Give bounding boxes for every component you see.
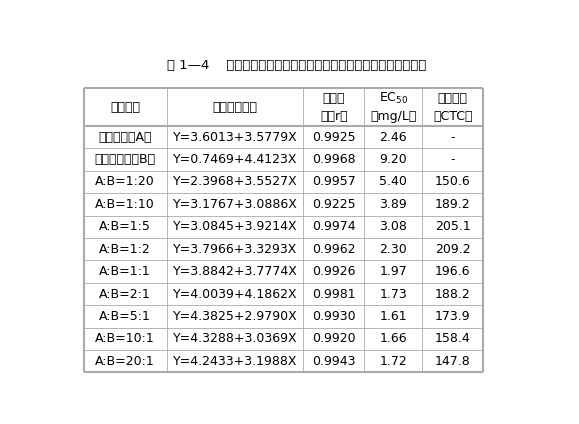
Text: Y=3.0845+3.9214X: Y=3.0845+3.9214X bbox=[173, 220, 298, 233]
Text: 0.9930: 0.9930 bbox=[312, 310, 356, 323]
Text: 0.9225: 0.9225 bbox=[312, 198, 356, 211]
Text: 147.8: 147.8 bbox=[435, 355, 471, 368]
Text: 196.6: 196.6 bbox=[435, 265, 470, 278]
Text: 0.9981: 0.9981 bbox=[312, 287, 356, 301]
Text: 0.9962: 0.9962 bbox=[312, 243, 356, 256]
Text: 1.72: 1.72 bbox=[379, 355, 407, 368]
Text: Y=0.7469+4.4123X: Y=0.7469+4.4123X bbox=[173, 153, 297, 166]
Text: 0.9926: 0.9926 bbox=[312, 265, 356, 278]
Text: 1.66: 1.66 bbox=[379, 332, 407, 346]
Text: A:B=1:5: A:B=1:5 bbox=[99, 220, 151, 233]
Text: 氰烯菌酯（A）: 氰烯菌酯（A） bbox=[98, 131, 152, 144]
Text: -: - bbox=[450, 153, 455, 166]
Text: 3.08: 3.08 bbox=[379, 220, 407, 233]
Text: Y=4.3288+3.0369X: Y=4.3288+3.0369X bbox=[173, 332, 298, 346]
Text: 158.4: 158.4 bbox=[435, 332, 471, 346]
Text: （CTC）: （CTC） bbox=[433, 110, 472, 123]
Text: Y=3.7966+3.3293X: Y=3.7966+3.3293X bbox=[173, 243, 297, 256]
Text: Y=3.8842+3.7774X: Y=3.8842+3.7774X bbox=[173, 265, 298, 278]
Text: A:B=1:10: A:B=1:10 bbox=[95, 198, 155, 211]
Text: A:B=2:1: A:B=2:1 bbox=[99, 287, 151, 301]
Text: 相关系: 相关系 bbox=[323, 92, 345, 105]
Text: 205.1: 205.1 bbox=[435, 220, 471, 233]
Text: 2.46: 2.46 bbox=[379, 131, 407, 144]
Text: Y=3.6013+3.5779X: Y=3.6013+3.5779X bbox=[173, 131, 298, 144]
Text: 共毒系数: 共毒系数 bbox=[438, 92, 468, 105]
Text: 3.89: 3.89 bbox=[379, 198, 407, 211]
Text: A:B=1:20: A:B=1:20 bbox=[95, 176, 155, 189]
Text: 0.9920: 0.9920 bbox=[312, 332, 356, 346]
Text: A:B=5:1: A:B=5:1 bbox=[99, 310, 151, 323]
Text: Y=3.1767+3.0886X: Y=3.1767+3.0886X bbox=[173, 198, 298, 211]
Text: 5.40: 5.40 bbox=[379, 176, 407, 189]
Text: -: - bbox=[450, 131, 455, 144]
Text: Y=4.3825+2.9790X: Y=4.3825+2.9790X bbox=[173, 310, 298, 323]
Text: A:B=10:1: A:B=10:1 bbox=[95, 332, 155, 346]
Text: A:B=1:2: A:B=1:2 bbox=[99, 243, 151, 256]
Text: 1.97: 1.97 bbox=[379, 265, 407, 278]
Text: 189.2: 189.2 bbox=[435, 198, 471, 211]
Text: 表 1—4    氰烯菌酯与氟唑菌酰胺组合对小麦全蚀病的室内毒力测定: 表 1—4 氰烯菌酯与氟唑菌酰胺组合对小麦全蚀病的室内毒力测定 bbox=[167, 59, 426, 72]
Text: 0.9957: 0.9957 bbox=[312, 176, 356, 189]
Text: 0.9925: 0.9925 bbox=[312, 131, 356, 144]
Text: 0.9968: 0.9968 bbox=[312, 153, 356, 166]
Text: A:B=20:1: A:B=20:1 bbox=[95, 355, 155, 368]
Text: 药剂处理: 药剂处理 bbox=[110, 100, 140, 114]
Text: Y=4.0039+4.1862X: Y=4.0039+4.1862X bbox=[173, 287, 298, 301]
Text: 173.9: 173.9 bbox=[435, 310, 471, 323]
Text: 1.61: 1.61 bbox=[379, 310, 407, 323]
Text: Y=2.3968+3.5527X: Y=2.3968+3.5527X bbox=[173, 176, 298, 189]
Text: 9.20: 9.20 bbox=[379, 153, 407, 166]
Text: （mg/L）: （mg/L） bbox=[370, 110, 416, 123]
Text: 数（r）: 数（r） bbox=[320, 110, 347, 123]
Text: 0.9974: 0.9974 bbox=[312, 220, 356, 233]
Text: 氟唑菌酰胺（B）: 氟唑菌酰胺（B） bbox=[94, 153, 156, 166]
Text: 2.30: 2.30 bbox=[379, 243, 407, 256]
Text: Y=4.2433+3.1988X: Y=4.2433+3.1988X bbox=[173, 355, 297, 368]
Text: A:B=1:1: A:B=1:1 bbox=[99, 265, 151, 278]
Text: 毒力回归方程: 毒力回归方程 bbox=[212, 100, 258, 114]
Text: 150.6: 150.6 bbox=[435, 176, 471, 189]
Text: 188.2: 188.2 bbox=[435, 287, 471, 301]
Text: 1.73: 1.73 bbox=[379, 287, 407, 301]
Text: 0.9943: 0.9943 bbox=[312, 355, 356, 368]
Text: EC$_{50}$: EC$_{50}$ bbox=[379, 90, 408, 106]
Text: 209.2: 209.2 bbox=[435, 243, 471, 256]
